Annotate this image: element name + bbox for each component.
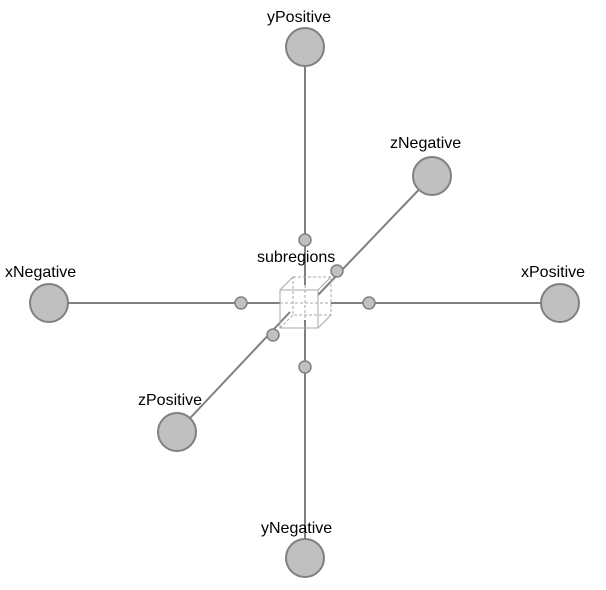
node-label-x-negative: xNegative	[5, 264, 76, 281]
node-label-y-negative: yNegative	[261, 520, 332, 537]
edge-handle-z-positive[interactable]	[266, 328, 280, 342]
node-label-y-positive: yPositive	[267, 9, 331, 26]
edge-handle-y-positive[interactable]	[298, 233, 312, 247]
node-x-negative[interactable]	[29, 283, 69, 323]
edge-handle-x-positive[interactable]	[362, 296, 376, 310]
node-y-positive[interactable]	[285, 27, 325, 67]
node-y-negative[interactable]	[285, 538, 325, 578]
node-label-z-negative: zNegative	[390, 135, 461, 152]
node-z-positive[interactable]	[157, 412, 197, 452]
edge-handle-x-negative[interactable]	[234, 296, 248, 310]
edge-handle-z-negative[interactable]	[330, 264, 344, 278]
edge-handle-y-negative[interactable]	[298, 360, 312, 374]
node-z-negative[interactable]	[412, 156, 452, 196]
subregions-cube-icon[interactable]	[279, 276, 332, 329]
node-label-x-positive: xPositive	[521, 264, 585, 281]
subregions-label: subregions	[257, 249, 335, 266]
node-label-z-positive: zPositive	[138, 392, 202, 409]
node-x-positive[interactable]	[540, 283, 580, 323]
